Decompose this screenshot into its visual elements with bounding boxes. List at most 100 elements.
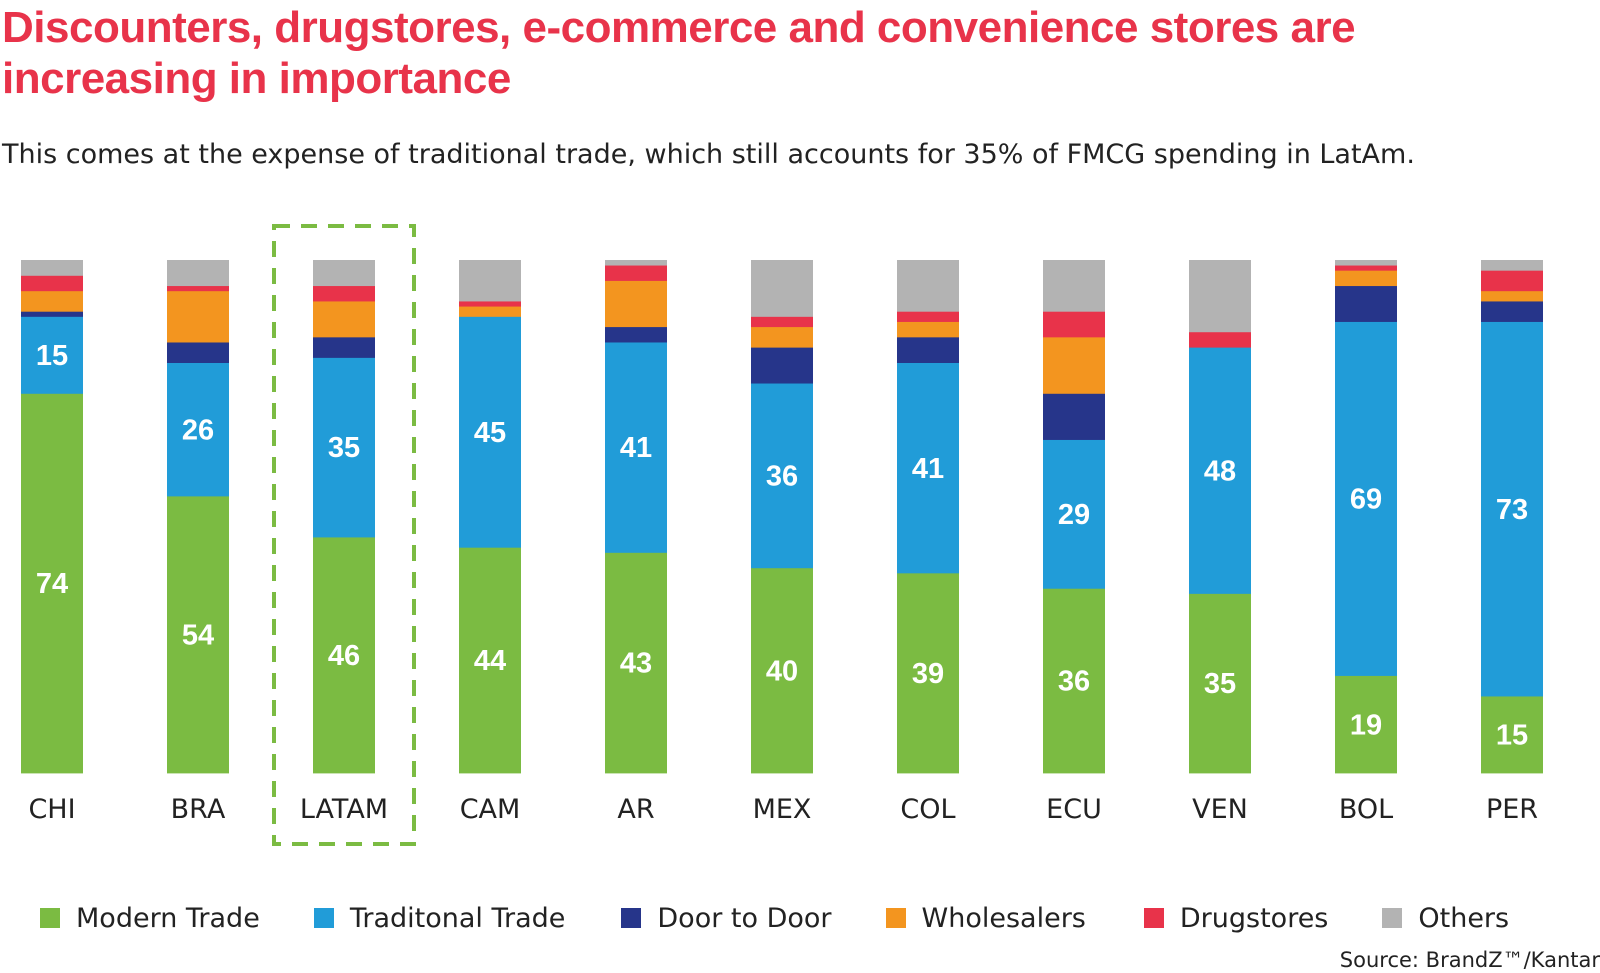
- value-label-bra-modern-trade: 54: [182, 619, 214, 651]
- bar-col-door-to-door: [897, 336, 959, 363]
- bar-mex-drugstores: [751, 316, 813, 328]
- bar-cam-traditonal-trade: [459, 316, 521, 548]
- bar-latam-door-to-door: [313, 336, 375, 358]
- value-label-bol-traditonal-trade: 69: [1350, 484, 1382, 516]
- bar-ven-modern-trade: [1189, 593, 1251, 774]
- bar-mex-traditonal-trade: [751, 383, 813, 569]
- bar-ecu-wholesalers: [1043, 336, 1105, 394]
- value-label-mex-traditonal-trade: 36: [766, 460, 798, 492]
- value-label-ar-traditonal-trade: 41: [620, 432, 652, 464]
- bars-group: [21, 260, 1543, 774]
- value-label-bol-modern-trade: 19: [1350, 709, 1382, 741]
- bar-mex-others: [751, 260, 813, 317]
- chart-subtitle: This comes at the expense of traditional…: [2, 139, 1415, 170]
- bar-per-drugstores: [1481, 270, 1543, 292]
- bar-ecu-door-to-door: [1043, 393, 1105, 440]
- value-label-latam-modern-trade: 46: [328, 640, 360, 672]
- bar-mex-door-to-door: [751, 347, 813, 384]
- bar-bol-modern-trade: [1335, 675, 1397, 774]
- bar-latam-others: [313, 260, 375, 287]
- bar-ar-traditonal-trade: [605, 342, 667, 553]
- bar-bra-drugstores: [167, 285, 229, 292]
- bar-bra-others: [167, 260, 229, 287]
- bar-ven-drugstores: [1189, 331, 1251, 348]
- value-label-ven-modern-trade: 35: [1204, 668, 1236, 700]
- bar-bol-others: [1335, 260, 1397, 266]
- bar-latam-wholesalers: [313, 301, 375, 338]
- value-label-ven-traditonal-trade: 48: [1204, 455, 1236, 487]
- bar-ecu-drugstores: [1043, 311, 1105, 338]
- bar-chi-wholesalers: [21, 290, 83, 312]
- bar-col-wholesalers: [897, 321, 959, 338]
- value-label-col-modern-trade: 39: [912, 658, 944, 690]
- bar-ar-door-to-door: [605, 326, 667, 343]
- bar-ecu-others: [1043, 260, 1105, 312]
- legend-item-others: Others: [1382, 900, 1509, 936]
- category-label-ecu: ECU: [1046, 794, 1102, 825]
- category-label-chi: CHI: [28, 794, 75, 825]
- chart-title: Discounters, drugstores, e-commerce and …: [2, 3, 1356, 103]
- category-label-ar: AR: [617, 794, 654, 825]
- bar-ar-modern-trade: [605, 552, 667, 774]
- value-label-mex-modern-trade: 40: [766, 655, 798, 687]
- bar-chi-traditonal-trade: [21, 316, 83, 394]
- value-label-ar-modern-trade: 43: [620, 648, 652, 680]
- bar-bol-door-to-door: [1335, 285, 1397, 322]
- bar-bol-wholesalers: [1335, 270, 1397, 287]
- bar-col-modern-trade: [897, 572, 959, 774]
- category-label-bra: BRA: [171, 794, 226, 825]
- legend-item-traditonal-trade: Traditonal Trade: [313, 900, 566, 936]
- bar-col-others: [897, 260, 959, 312]
- bar-ecu-traditonal-trade: [1043, 439, 1105, 589]
- legend-label-traditonal-trade: Traditonal Trade: [349, 902, 566, 934]
- bar-per-traditonal-trade: [1481, 321, 1543, 697]
- value-label-latam-traditonal-trade: 35: [328, 432, 360, 464]
- bar-ven-others: [1189, 260, 1251, 333]
- legend-swatch-modern-trade: [40, 908, 60, 928]
- bar-col-traditonal-trade: [897, 362, 959, 574]
- value-label-col-traditonal-trade: 41: [912, 453, 944, 485]
- bar-mex-modern-trade: [751, 567, 813, 774]
- bar-chi-others: [21, 260, 83, 276]
- value-label-chi-traditonal-trade: 15: [36, 340, 68, 372]
- bar-cam-others: [459, 260, 521, 302]
- bar-bra-wholesalers: [167, 290, 229, 343]
- value-label-chi-modern-trade: 74: [36, 568, 68, 600]
- value-label-bra-traditonal-trade: 26: [182, 414, 214, 446]
- legend-swatch-wholesalers: [885, 908, 906, 928]
- bar-chi-drugstores: [21, 275, 83, 292]
- bar-cam-drugstores: [459, 301, 521, 307]
- value-label-cam-modern-trade: 44: [474, 645, 506, 677]
- bar-ven-traditonal-trade: [1189, 347, 1251, 594]
- bar-bol-drugstores: [1335, 265, 1397, 271]
- legend-item-drugstores: Drugstores: [1143, 900, 1329, 936]
- bar-chi-door-to-door: [21, 311, 83, 317]
- bar-ar-wholesalers: [605, 280, 667, 328]
- category-label-latam: LATAM: [300, 794, 388, 825]
- bar-per-door-to-door: [1481, 301, 1543, 322]
- labels-group: 74 15 CHI 54 26 BRA 46 35 LATAM 44 45 CAM 43 41 AR 40 36…: [28, 340, 1538, 825]
- legend-item-door-to-door: Door to Door: [621, 900, 832, 936]
- value-label-per-modern-trade: 15: [1496, 720, 1528, 752]
- category-label-mex: MEX: [753, 794, 812, 825]
- legend-label-modern-trade: Modern Trade: [76, 902, 260, 934]
- legend-label-drugstores: Drugstores: [1179, 902, 1329, 934]
- value-label-ecu-traditonal-trade: 29: [1058, 499, 1090, 531]
- value-label-per-traditonal-trade: 73: [1496, 494, 1528, 526]
- bar-per-others: [1481, 260, 1543, 271]
- bar-chi-modern-trade: [21, 393, 83, 774]
- category-label-per: PER: [1486, 794, 1538, 825]
- bar-latam-traditonal-trade: [313, 357, 375, 538]
- bar-ecu-modern-trade: [1043, 588, 1105, 774]
- category-label-ven: VEN: [1192, 794, 1248, 825]
- bar-bra-door-to-door: [167, 342, 229, 363]
- bar-latam-drugstores: [313, 285, 375, 302]
- legend: Modern Trade Traditonal Trade Door to Door…: [40, 900, 1600, 936]
- legend-swatch-door-to-door: [621, 908, 642, 928]
- latam-highlight-box: [272, 224, 416, 846]
- category-label-cam: CAM: [460, 794, 521, 825]
- bar-col-drugstores: [897, 311, 959, 322]
- bar-cam-modern-trade: [459, 547, 521, 774]
- bar-bra-modern-trade: [167, 495, 229, 774]
- value-label-cam-traditonal-trade: 45: [474, 417, 506, 449]
